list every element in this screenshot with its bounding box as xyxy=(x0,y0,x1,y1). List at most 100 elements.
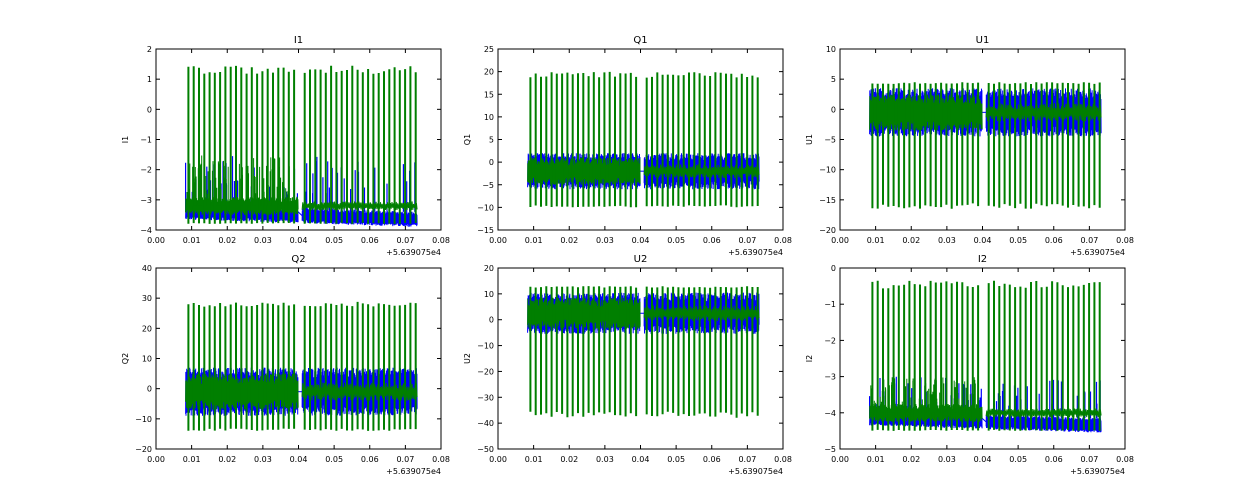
x-tick-label: 0.04 xyxy=(974,455,992,464)
y-tick-label: −10 xyxy=(819,166,836,175)
x-offset-label: +5.639075e4 xyxy=(728,467,783,476)
y-tick-label: −10 xyxy=(135,415,152,424)
y-tick-label: 20 xyxy=(484,264,494,273)
x-tick-label: 0.02 xyxy=(218,455,236,464)
x-tick-label: 0.01 xyxy=(183,236,201,245)
x-tick-label: 0.06 xyxy=(361,455,379,464)
x-tick-label: 0.05 xyxy=(1009,236,1027,245)
y-tick-label: 0 xyxy=(831,105,836,114)
x-offset-label: +5.639075e4 xyxy=(1070,467,1125,476)
plot-area xyxy=(185,301,418,431)
y-tick-label: −5 xyxy=(482,181,494,190)
y-tick-label: 10 xyxy=(484,113,494,122)
x-tick-label: 0.02 xyxy=(218,236,236,245)
x-tick-label: 0.00 xyxy=(831,455,849,464)
y-tick-label: 10 xyxy=(484,290,494,299)
series-green-spikes xyxy=(871,82,1101,209)
x-tick-label: 0.00 xyxy=(147,455,165,464)
series-green-bursts xyxy=(186,155,290,206)
y-tick-label: 5 xyxy=(831,75,836,84)
x-tick-label: 0.01 xyxy=(867,236,885,245)
x-tick-label: 0.05 xyxy=(1009,455,1027,464)
y-tick-label: −4 xyxy=(140,226,152,235)
series-green-spikes xyxy=(187,65,417,224)
subplot-title: Q1 xyxy=(633,35,647,46)
x-offset-label: +5.639075e4 xyxy=(1070,248,1125,257)
x-tick-label: 0.04 xyxy=(974,236,992,245)
plot-area xyxy=(527,71,760,208)
x-tick-label: 0.08 xyxy=(1116,236,1134,245)
y-tick-label: 15 xyxy=(484,90,494,99)
y-axis-label: U1 xyxy=(805,134,814,145)
x-tick-label: 0.07 xyxy=(1080,455,1098,464)
y-tick-label: 30 xyxy=(142,294,152,303)
y-tick-label: 40 xyxy=(142,264,152,273)
plot-area xyxy=(869,280,1102,433)
x-tick-label: 0.02 xyxy=(902,236,920,245)
subplot-title: I1 xyxy=(294,35,303,46)
x-tick-label: 0.06 xyxy=(1045,236,1063,245)
y-axis-label: U2 xyxy=(463,353,472,364)
x-tick-label: 0.07 xyxy=(738,236,756,245)
subplot-q2: 0.00 0.01 0.02 0.03 0.04 0.05 0.06 0.07 0.08 −20 −… xyxy=(121,254,450,476)
x-tick-label: 0.00 xyxy=(489,455,507,464)
x-tick-label: 0.01 xyxy=(525,455,543,464)
y-axis-label: I1 xyxy=(121,136,130,143)
plot-area xyxy=(185,65,418,227)
y-tick-label: −20 xyxy=(477,367,494,376)
y-tick-label: 25 xyxy=(484,45,494,54)
x-tick-label: 0.04 xyxy=(290,236,308,245)
series-green-spikes xyxy=(871,280,1101,431)
y-tick-label: 0 xyxy=(489,158,494,167)
y-tick-label: 0 xyxy=(147,105,152,114)
y-tick-label: −1 xyxy=(824,300,836,309)
x-tick-label: 0.05 xyxy=(667,236,685,245)
x-tick-label: 0.06 xyxy=(361,236,379,245)
subplot-u1: 0.00 0.01 0.02 0.03 0.04 0.05 0.06 0.07 0.08 −20 −… xyxy=(805,35,1134,257)
x-tick-label: 0.07 xyxy=(396,236,414,245)
x-tick-label: 0.00 xyxy=(831,236,849,245)
x-tick-label: 0.08 xyxy=(1116,455,1134,464)
series-green-spikes xyxy=(529,71,759,208)
y-tick-label: −2 xyxy=(140,166,152,175)
y-tick-label: 1 xyxy=(147,75,152,84)
series-blue-gap-line xyxy=(981,417,987,423)
subplot-title: U2 xyxy=(634,254,648,265)
y-tick-label: 20 xyxy=(142,324,152,333)
y-tick-label: −10 xyxy=(477,203,494,212)
y-tick-label: −50 xyxy=(477,445,494,454)
x-tick-label: 0.06 xyxy=(703,236,721,245)
x-tick-label: 0.06 xyxy=(703,455,721,464)
x-tick-label: 0.02 xyxy=(560,236,578,245)
x-tick-label: 0.07 xyxy=(396,455,414,464)
x-tick-label: 0.03 xyxy=(596,455,614,464)
x-tick-label: 0.00 xyxy=(489,236,507,245)
y-axis-label: Q1 xyxy=(463,134,472,145)
series-green-bursts xyxy=(870,377,976,413)
y-tick-label: 0 xyxy=(831,264,836,273)
x-tick-label: 0.04 xyxy=(632,236,650,245)
x-tick-label: 0.08 xyxy=(432,455,450,464)
subplot-title: Q2 xyxy=(291,254,305,265)
y-tick-label: −40 xyxy=(477,419,494,428)
x-tick-label: 0.05 xyxy=(325,455,343,464)
y-tick-label: −30 xyxy=(477,393,494,402)
subplot-i1: 0.00 0.01 0.02 0.03 0.04 0.05 0.06 0.07 0.08 −4 −3… xyxy=(121,35,450,257)
y-tick-label: −20 xyxy=(819,226,836,235)
x-tick-label: 0.05 xyxy=(667,455,685,464)
x-tick-label: 0.08 xyxy=(774,236,792,245)
subplot-title: U1 xyxy=(976,35,990,46)
y-tick-label: −3 xyxy=(140,196,152,205)
y-tick-label: −15 xyxy=(819,196,836,205)
y-tick-label: −15 xyxy=(477,226,494,235)
x-offset-label: +5.639075e4 xyxy=(728,248,783,257)
y-tick-label: −10 xyxy=(477,342,494,351)
x-tick-label: 0.07 xyxy=(738,455,756,464)
x-tick-label: 0.00 xyxy=(147,236,165,245)
series-blue-gap-line xyxy=(297,211,303,217)
y-tick-label: −3 xyxy=(824,373,836,382)
x-tick-label: 0.01 xyxy=(525,236,543,245)
plot-area xyxy=(527,286,760,418)
y-tick-label: 10 xyxy=(826,45,836,54)
